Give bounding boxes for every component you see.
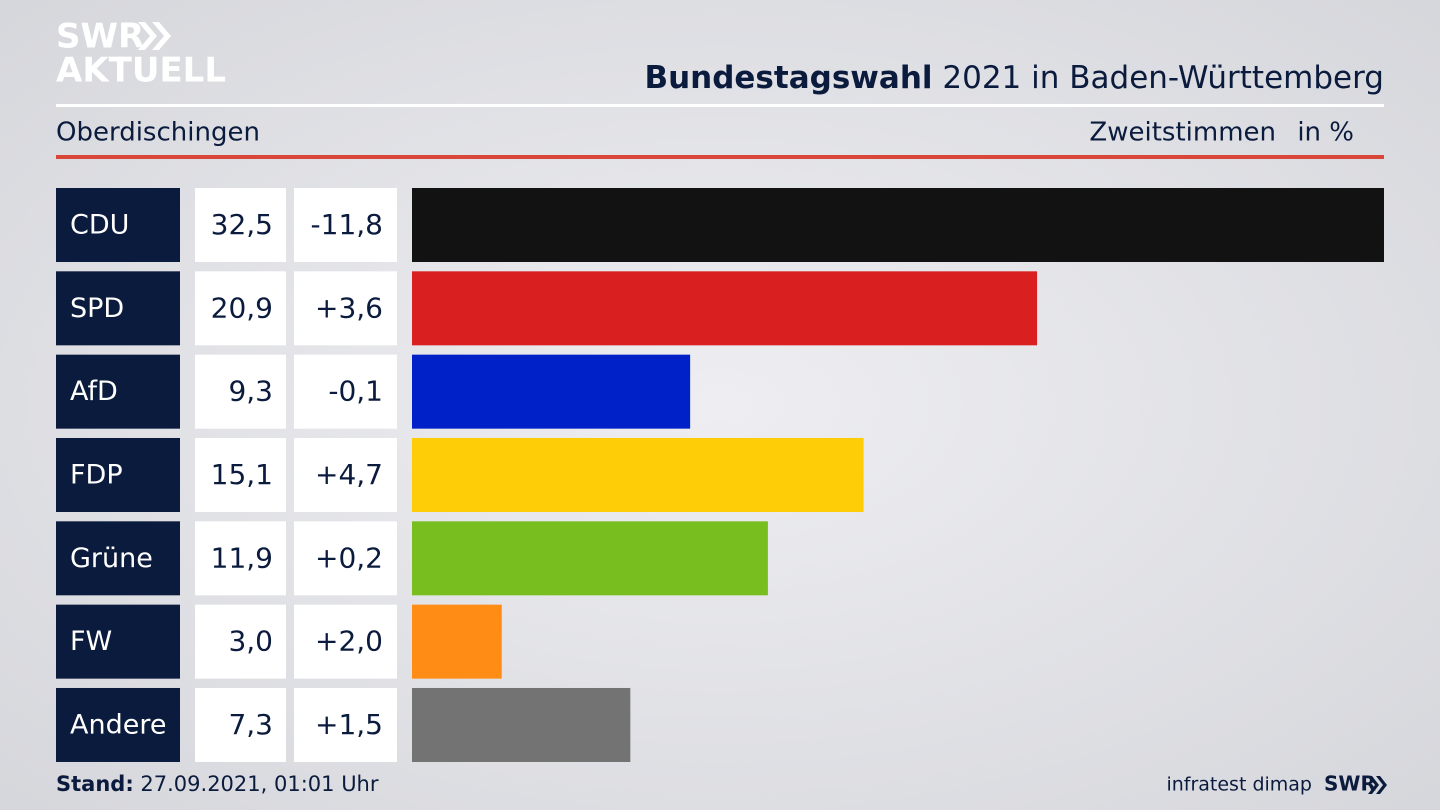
value-label: 3,0 <box>228 625 273 658</box>
party-label: AfD <box>70 376 118 407</box>
bar <box>412 521 768 596</box>
change-box <box>294 521 397 596</box>
party-label: SPD <box>70 293 124 324</box>
top-rule <box>56 104 1384 107</box>
source-logo: SWR <box>1324 772 1376 796</box>
change-label: +3,6 <box>315 291 383 324</box>
change-label: -11,8 <box>311 208 383 241</box>
change-label: +1,5 <box>315 708 383 741</box>
red-rule <box>56 155 1384 159</box>
footer-date: 27.09.2021, 01:01 Uhr <box>140 772 378 796</box>
change-box <box>294 437 397 512</box>
party-label: FW <box>70 626 112 657</box>
value-box <box>195 521 286 596</box>
party-box <box>56 687 180 762</box>
value-label: 7,3 <box>228 708 273 741</box>
party-box <box>56 521 180 596</box>
change-label: -0,1 <box>328 375 383 408</box>
value-box <box>195 437 286 512</box>
change-label: +0,2 <box>315 541 383 574</box>
change-box <box>294 604 397 679</box>
source-chevrons <box>1368 776 1387 794</box>
bar <box>412 271 1038 346</box>
change-label: +4,7 <box>315 458 383 491</box>
subtitle: Oberdischingen <box>56 118 260 148</box>
change-box <box>294 354 397 429</box>
measure: Zweitstimmen <box>1089 118 1276 148</box>
party-box <box>56 437 180 512</box>
value-box <box>195 687 286 762</box>
party-label: CDU <box>70 210 129 241</box>
footer-space <box>134 772 141 796</box>
party-label: FDP <box>70 459 123 490</box>
change-box <box>294 188 397 262</box>
value-label: 32,5 <box>211 208 273 241</box>
bar <box>412 188 1384 262</box>
title-text: 2021 in Baden-Württemberg <box>942 60 1384 96</box>
value-box <box>195 604 286 679</box>
footer: Stand: 27.09.2021, 01:01 Uhr <box>56 772 379 796</box>
footer-label: Stand: <box>56 772 134 796</box>
logo-aktuell: AKTUELL <box>56 51 226 91</box>
party-box <box>56 354 180 429</box>
change-label: +2,0 <box>315 625 383 658</box>
change-box <box>294 687 397 762</box>
value-box <box>195 271 286 346</box>
party-box <box>56 188 180 262</box>
value-box <box>195 188 286 262</box>
party-box <box>56 604 180 679</box>
unit: in % <box>1297 118 1354 148</box>
value-label: 20,9 <box>211 291 273 324</box>
bar <box>412 437 864 512</box>
party-label: Andere <box>70 709 166 740</box>
value-label: 9,3 <box>228 375 273 408</box>
bar <box>412 354 691 429</box>
bar <box>412 604 502 679</box>
party-box <box>56 271 180 346</box>
change-box <box>294 271 397 346</box>
logo-swr: SWR <box>56 17 144 57</box>
chart-title: Bundestagswahl 2021 in Baden-Württemberg <box>644 60 1384 96</box>
bar <box>412 687 631 762</box>
source: infratest dimap <box>1166 774 1312 796</box>
value-label: 15,1 <box>211 458 273 491</box>
value-label: 11,9 <box>211 541 273 574</box>
title-rest <box>933 60 943 96</box>
party-label: Grüne <box>70 543 153 574</box>
title-bold: Bundestagswahl <box>644 60 932 96</box>
logo-chevrons <box>138 22 171 50</box>
value-box <box>195 354 286 429</box>
